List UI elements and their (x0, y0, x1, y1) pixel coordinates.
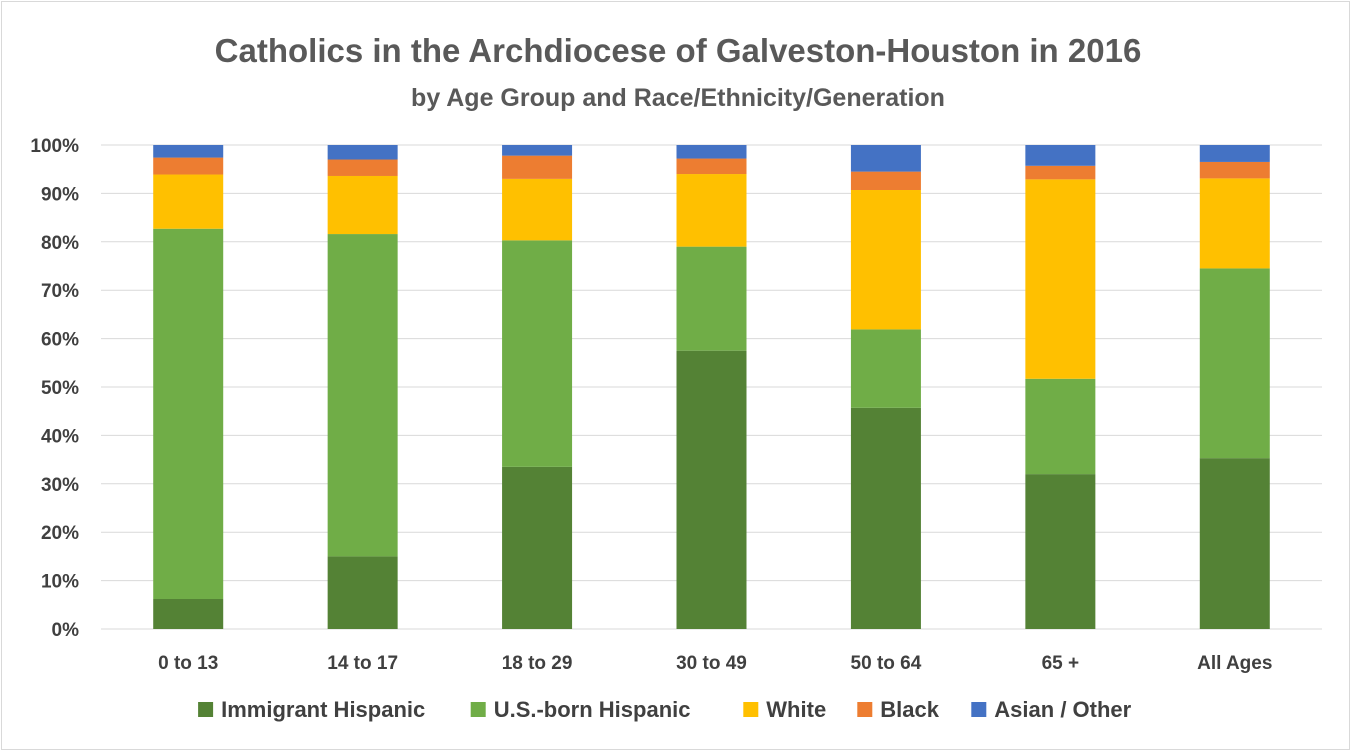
x-tick-label: 65 + (1042, 653, 1080, 674)
bar-segment (676, 174, 747, 247)
bar-segment (676, 350, 747, 629)
bars (153, 145, 1270, 629)
y-tick-label: 90% (41, 184, 79, 205)
y-tick-label: 20% (41, 523, 79, 544)
bar-segment (676, 158, 747, 175)
y-tick-label: 10% (41, 572, 79, 593)
y-tick-label: 0% (52, 620, 80, 641)
bar-segment (502, 145, 573, 156)
legend-swatch (743, 702, 759, 717)
bar-segment (153, 174, 224, 229)
bar-segment (502, 240, 573, 467)
chart-title: Catholics in the Archdiocese of Galvesto… (215, 32, 1142, 69)
x-tick-label: All Ages (1197, 653, 1272, 674)
legend-label: Immigrant Hispanic (221, 697, 425, 722)
legend-swatch (971, 702, 987, 717)
y-axis-ticks: 0% 10% 20% 30% 40% 50% 60% 70% 80% 90% 100% (30, 136, 79, 641)
bar-segment (1025, 165, 1096, 180)
y-tick-label: 100% (30, 136, 79, 157)
legend-swatch (857, 702, 873, 717)
bar-segment (327, 175, 398, 235)
bar-segment (327, 556, 398, 629)
bar-segment (327, 234, 398, 557)
bar-segment (502, 466, 573, 629)
bar-segment (850, 407, 921, 629)
bar-segment (1199, 145, 1270, 162)
bar-segment (1199, 161, 1270, 179)
bar-segment (1025, 474, 1096, 629)
bar-segment (327, 145, 398, 160)
bar-segment (1025, 145, 1096, 166)
bar-segment (502, 178, 573, 241)
legend-swatch (470, 702, 486, 717)
bar-segment (327, 159, 398, 176)
bar-segment (850, 329, 921, 408)
bar-segment (1199, 268, 1270, 459)
x-tick-label: 0 to 13 (158, 653, 218, 674)
bar-segment (502, 155, 573, 179)
x-tick-label: 30 to 49 (676, 653, 747, 674)
x-tick-label: 50 to 64 (851, 653, 922, 674)
legend-label: White (766, 697, 826, 722)
bar-segment (1199, 178, 1270, 269)
x-axis-ticks: 0 to 13 14 to 17 18 to 29 30 to 49 50 to 64 6… (158, 653, 1272, 674)
y-tick-label: 30% (41, 475, 79, 496)
y-tick-label: 50% (41, 378, 79, 399)
bar-segment (676, 246, 747, 351)
chart-subtitle: by Age Group and Race/Ethnicity/Generati… (411, 84, 945, 112)
bar-segment (1199, 458, 1270, 629)
bar-segment (153, 145, 224, 158)
bar-segment (1025, 378, 1096, 475)
legend-label: Asian / Other (994, 697, 1131, 722)
bar-segment (850, 145, 921, 172)
bar-segment (1025, 179, 1096, 379)
bar-segment (676, 145, 747, 159)
x-tick-label: 18 to 29 (502, 653, 573, 674)
y-tick-label: 40% (41, 426, 79, 447)
legend-swatch (198, 702, 214, 717)
legend-label: U.S.-born Hispanic (494, 697, 691, 722)
x-tick-label: 14 to 17 (327, 653, 398, 674)
legend: Immigrant Hispanic U.S.-born Hispanic Whit… (198, 697, 1132, 722)
bar-segment (153, 598, 224, 629)
y-tick-label: 70% (41, 281, 79, 302)
bar-segment (153, 228, 224, 599)
y-tick-label: 80% (41, 233, 79, 254)
legend-label: Black (880, 697, 939, 722)
bar-segment (153, 157, 224, 175)
bar-segment (850, 190, 921, 330)
y-tick-label: 60% (41, 330, 79, 351)
bar-segment (850, 171, 921, 191)
